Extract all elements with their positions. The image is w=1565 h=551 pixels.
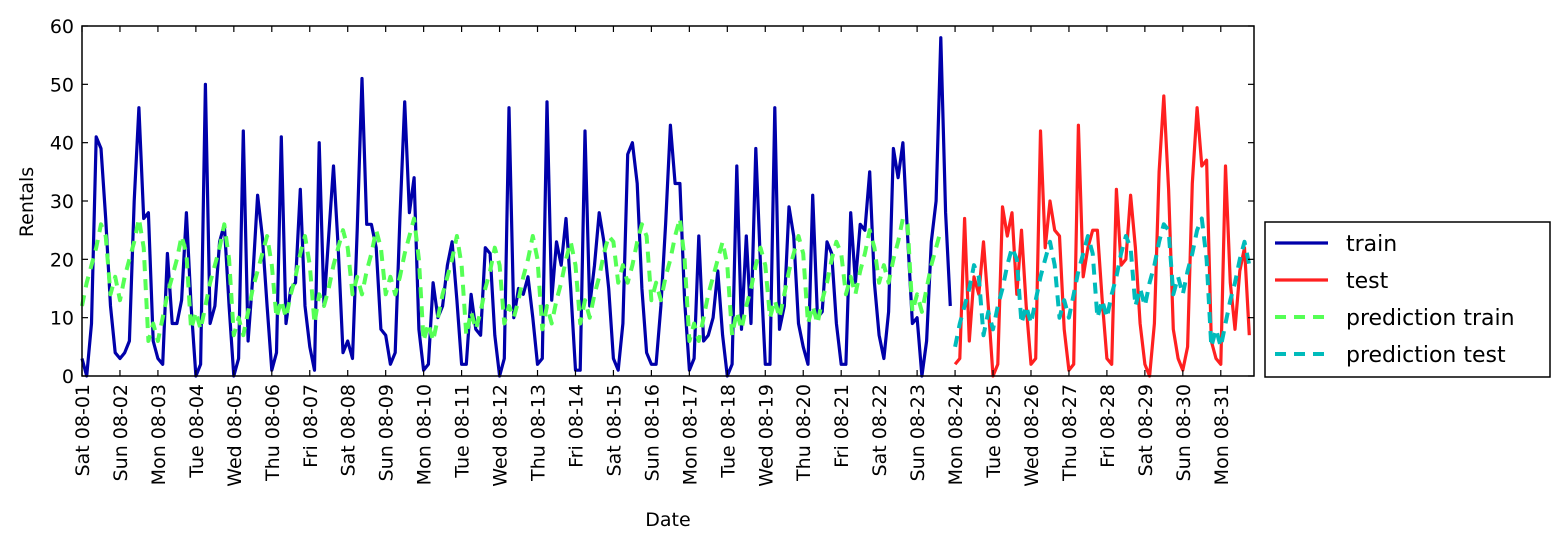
x-tick-label: Fri 08-21 xyxy=(831,384,853,468)
x-tick-label: Thu 08-20 xyxy=(793,384,815,482)
x-tick-label: Tue 08-11 xyxy=(452,384,474,479)
y-tick-label: 50 xyxy=(50,74,74,96)
x-tick-label: Sat 08-29 xyxy=(1135,384,1157,476)
y-tick-label: 60 xyxy=(50,16,74,38)
y-tick-label: 0 xyxy=(62,366,74,388)
x-tick-label: Mon 08-31 xyxy=(1211,384,1233,485)
series-layer xyxy=(80,36,1252,378)
x-axis: Sat 08-01 Sun 08-02 Mon 08-03 Tue 08-04 Wed … xyxy=(72,26,1233,487)
x-tick-label: Sat 08-22 xyxy=(869,384,891,476)
legend-frame xyxy=(1264,221,1551,378)
series-line-prediction-train xyxy=(80,216,943,343)
x-tick-label: Fri 08-07 xyxy=(300,384,322,468)
x-tick-label: Sun 08-16 xyxy=(641,384,663,481)
y-tick-label: 10 xyxy=(50,308,74,330)
legend-label-prediction-test: prediction test xyxy=(1346,343,1506,368)
x-tick-label: Sun 08-09 xyxy=(376,384,398,481)
x-tick-label: Tue 08-25 xyxy=(983,384,1005,479)
x-tick-label: Thu 08-27 xyxy=(1059,384,1081,482)
x-tick-label: Wed 08-05 xyxy=(224,384,246,487)
x-tick-label: Wed 08-19 xyxy=(755,384,777,487)
x-tick-label: Sat 08-15 xyxy=(603,384,625,476)
x-tick-label: Sun 08-30 xyxy=(1173,384,1195,481)
x-tick-label: Sun 08-23 xyxy=(907,384,929,481)
y-axis-label: Rentals xyxy=(16,167,38,237)
y-tick-label: 20 xyxy=(50,249,74,271)
x-tick-label: Tue 08-04 xyxy=(186,384,208,479)
legend-label-prediction-train: prediction train xyxy=(1346,306,1515,331)
x-axis-label: Date xyxy=(645,509,690,531)
legend: train test prediction train prediction test xyxy=(1264,221,1551,378)
x-tick-label: Wed 08-12 xyxy=(490,384,512,487)
x-tick-label: Sat 08-01 xyxy=(72,384,94,476)
series-line-train xyxy=(80,36,952,378)
legend-label-train: train xyxy=(1346,232,1397,257)
x-tick-label: Wed 08-26 xyxy=(1021,384,1043,487)
x-tick-label: Fri 08-28 xyxy=(1097,384,1119,468)
x-tick-label: Mon 08-10 xyxy=(414,384,436,485)
x-tick-label: Thu 08-06 xyxy=(262,384,284,482)
y-tick-label: 40 xyxy=(50,133,74,155)
x-tick-label: Tue 08-18 xyxy=(717,384,739,479)
x-tick-label: Mon 08-03 xyxy=(148,384,170,485)
x-tick-label: Sun 08-02 xyxy=(110,384,132,481)
x-tick-label: Sat 08-08 xyxy=(338,384,360,476)
x-tick-label: Thu 08-13 xyxy=(528,384,550,482)
legend-label-test: test xyxy=(1346,269,1389,294)
x-tick-label: Mon 08-24 xyxy=(945,384,967,485)
x-tick-label: Fri 08-14 xyxy=(566,384,588,468)
y-tick-label: 30 xyxy=(50,191,74,213)
x-tick-label: Mon 08-17 xyxy=(679,384,701,485)
series-line-test xyxy=(953,94,1251,378)
y-axis: 0 10 20 30 40 50 60 xyxy=(50,16,1254,388)
